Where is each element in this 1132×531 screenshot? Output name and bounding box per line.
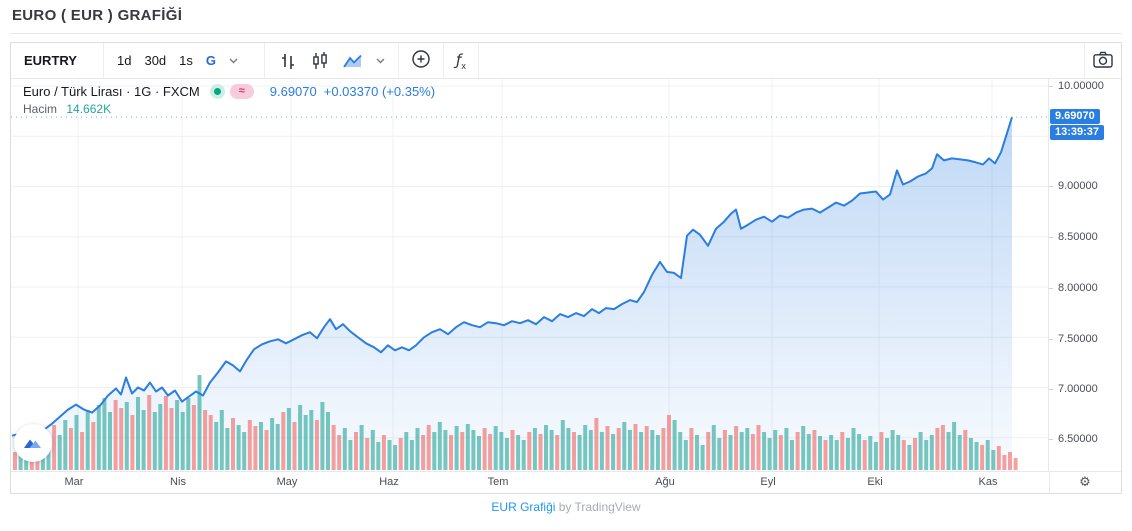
area-fill xyxy=(12,117,1012,470)
attribution-suffix: by TradingView xyxy=(555,500,641,514)
last-price-value: 9.69070 xyxy=(269,83,317,99)
title-divider xyxy=(10,33,1122,34)
time-axis[interactable]: ⚙ Mar Nis May Haz Tem Ağu Eyl Eki Kas xyxy=(11,471,1121,493)
chart-pane[interactable] xyxy=(11,79,1049,471)
chart-widget: EURTRY 1d 30d 1s G xyxy=(10,42,1122,494)
price-tick-label: 8.50000 xyxy=(1049,230,1128,244)
interval-1s[interactable]: 1s xyxy=(179,53,193,68)
chart-legend: Euro / Türk Lirası · 1G · FXCM ≈ 9.69070… xyxy=(23,83,435,99)
plus-circle-icon xyxy=(411,49,431,72)
month-label: Eyl xyxy=(760,476,776,488)
month-label: Tem xyxy=(487,476,509,488)
symbol-label: EURTRY xyxy=(24,53,77,68)
month-label: Nis xyxy=(170,476,186,488)
camera-icon xyxy=(1093,51,1113,71)
interval-1g-active[interactable]: G xyxy=(205,53,217,68)
chart-style-switcher xyxy=(265,43,400,78)
interval-switcher: 1d 30d 1s G xyxy=(104,43,266,78)
interval-chevron-down-icon[interactable] xyxy=(229,58,238,64)
snapshot-button[interactable] xyxy=(1084,43,1121,78)
month-label: Ağu xyxy=(655,476,675,488)
tradingview-logo[interactable] xyxy=(14,424,52,462)
market-status-icon xyxy=(209,83,225,99)
indicators-button[interactable]: ƒx xyxy=(444,43,479,78)
volume-value: 14.662K xyxy=(66,102,112,116)
symbol-button[interactable]: EURTRY xyxy=(11,43,104,78)
month-label: Eki xyxy=(867,476,883,488)
last-time-badge: 13:39:37 xyxy=(1050,125,1105,140)
price-tick-label: 6.50000 xyxy=(1049,432,1128,446)
status-dot-icon xyxy=(213,87,221,95)
price-tick-label: 7.00000 xyxy=(1049,382,1128,396)
candles-style-icon[interactable] xyxy=(310,51,330,71)
month-label: May xyxy=(276,476,298,488)
price-change-value: +0.03370 (+0.35%) xyxy=(323,83,436,99)
delayed-data-icon: ≈ xyxy=(229,83,254,99)
volume-legend: Hacim 14.662K xyxy=(23,102,111,116)
volume-label: Hacim xyxy=(23,102,58,116)
price-line xyxy=(11,116,1013,438)
chart-toolbar: EURTRY 1d 30d 1s G xyxy=(11,43,1121,79)
price-tick-label: 7.50000 xyxy=(1049,332,1128,346)
chart-svg xyxy=(11,79,1048,471)
price-scale[interactable]: 10.00000 9.00000 8.50000 8.00000 7.50000 7.00… xyxy=(1049,79,1119,471)
attribution: EUR Grafiği by TradingView xyxy=(0,500,1132,514)
fx-icon: ƒx xyxy=(456,50,466,71)
last-price-badge: 9.69070 xyxy=(1050,109,1100,124)
month-label: Haz xyxy=(379,476,399,488)
price-tick-label: 10.00000 xyxy=(1049,79,1128,93)
bars-style-icon[interactable] xyxy=(278,51,298,71)
style-chevron-down-icon[interactable] xyxy=(376,58,385,64)
compare-button[interactable] xyxy=(399,43,445,78)
chart-area: Euro / Türk Lirası · 1G · FXCM ≈ 9.69070… xyxy=(11,79,1119,471)
settings-button[interactable]: ⚙ xyxy=(1049,472,1120,493)
price-tick-label: 9.00000 xyxy=(1049,179,1128,193)
month-label: Mar xyxy=(64,476,84,488)
interval-1d[interactable]: 1d xyxy=(117,53,132,68)
attribution-link[interactable]: EUR Grafiği xyxy=(491,500,556,514)
month-label: Kas xyxy=(978,476,998,488)
page-title: EURO ( EUR ) GRAFİĞİ xyxy=(12,7,183,24)
toolbar-spacer xyxy=(479,43,1084,78)
interval-30d[interactable]: 30d xyxy=(144,53,167,68)
price-tick-label: 8.00000 xyxy=(1049,281,1128,295)
volume-bars xyxy=(13,375,1018,470)
legend-title: Euro / Türk Lirası · 1G · FXCM xyxy=(23,83,200,99)
gear-icon: ⚙ xyxy=(1079,475,1091,490)
area-style-icon-active[interactable] xyxy=(342,52,364,70)
